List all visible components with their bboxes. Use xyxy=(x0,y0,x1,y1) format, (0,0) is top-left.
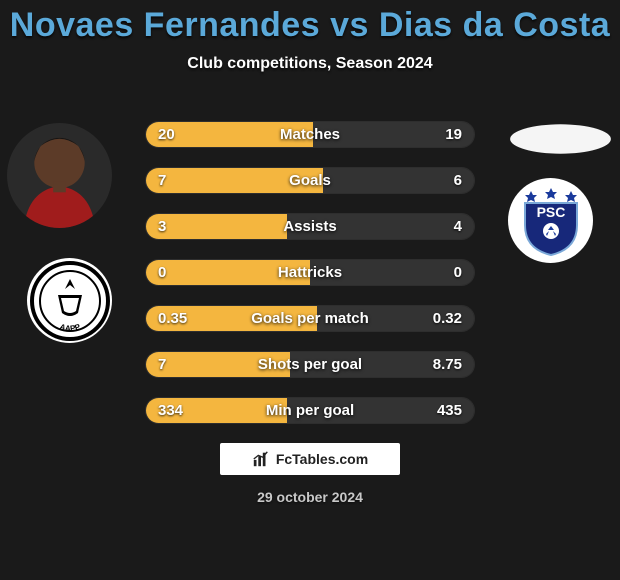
club-logo-left: AAPP xyxy=(27,258,112,343)
subtitle: Club competitions, Season 2024 xyxy=(0,55,620,73)
brand-text: FcTables.com xyxy=(276,451,368,467)
stat-label: Matches xyxy=(206,126,414,143)
stat-value-left: 0.35 xyxy=(146,310,206,327)
stat-row: 7Shots per goal8.75 xyxy=(145,351,475,378)
stat-row: 0.35Goals per match0.32 xyxy=(145,305,475,332)
stat-value-left: 7 xyxy=(146,356,206,373)
stat-label: Goals xyxy=(206,172,414,189)
stat-row: 7Goals6 xyxy=(145,167,475,194)
club-right-initials: PSC xyxy=(536,204,565,220)
player-left-avatar xyxy=(7,123,112,228)
stats-table: 20Matches197Goals63Assists40Hattricks00.… xyxy=(145,121,475,424)
page-title: Novaes Fernandes vs Dias da Costa xyxy=(0,0,620,45)
stat-value-left: 334 xyxy=(146,402,206,419)
brand-chart-icon xyxy=(252,450,270,468)
stat-label: Min per goal xyxy=(206,402,414,419)
stat-label: Shots per goal xyxy=(206,356,414,373)
brand-badge[interactable]: FcTables.com xyxy=(220,443,400,475)
stat-row: 334Min per goal435 xyxy=(145,397,475,424)
stat-value-right: 0 xyxy=(414,264,474,281)
stat-value-right: 4 xyxy=(414,218,474,235)
stat-value-right: 19 xyxy=(414,126,474,143)
stat-value-right: 8.75 xyxy=(414,356,474,373)
stat-value-left: 7 xyxy=(146,172,206,189)
stat-value-right: 435 xyxy=(414,402,474,419)
player-right-avatar xyxy=(508,123,613,155)
stat-label: Hattricks xyxy=(206,264,414,281)
stat-row: 0Hattricks0 xyxy=(145,259,475,286)
club-logo-right: PSC xyxy=(508,178,593,263)
stat-value-left: 20 xyxy=(146,126,206,143)
stat-value-left: 0 xyxy=(146,264,206,281)
stat-label: Goals per match xyxy=(206,310,414,327)
stat-value-left: 3 xyxy=(146,218,206,235)
stat-value-right: 6 xyxy=(414,172,474,189)
date-text: 29 october 2024 xyxy=(0,489,620,505)
stat-row: 20Matches19 xyxy=(145,121,475,148)
stat-value-right: 0.32 xyxy=(414,310,474,327)
stat-label: Assists xyxy=(206,218,414,235)
stat-row: 3Assists4 xyxy=(145,213,475,240)
